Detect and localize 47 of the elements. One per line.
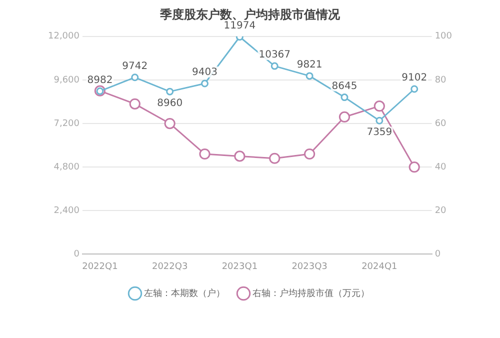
y-tick-label: 0 — [74, 250, 80, 260]
x-tick-label: 2022Q3 — [152, 262, 188, 272]
data-label: 11974 — [224, 20, 256, 32]
data-label: 8645 — [332, 80, 358, 92]
data-label: 10367 — [258, 50, 291, 61]
data-label: 9403 — [192, 67, 218, 78]
point — [306, 72, 314, 80]
point — [376, 116, 384, 124]
point — [410, 85, 418, 93]
y-tick-label: 9,600 — [54, 75, 80, 86]
y-tick-label: 4,800 — [54, 162, 80, 172]
point — [270, 62, 278, 70]
point — [338, 111, 350, 123]
data-label: 9742 — [122, 60, 148, 72]
chart-title: 季度股东户数、户均持股市值情况 — [159, 7, 341, 22]
point — [408, 162, 420, 173]
x-tick-label: 2023Q3 — [292, 262, 328, 272]
point — [164, 118, 176, 130]
legend-label: 左轴：本期数（户） — [144, 288, 225, 299]
y2-tick-label: 80 — [434, 75, 447, 86]
point — [304, 148, 316, 160]
y2-tick-label: 0 — [434, 250, 441, 260]
data-label: 7359 — [366, 127, 392, 138]
data-label: 9102 — [402, 72, 428, 84]
x-tick-label: 2022Q1 — [82, 262, 118, 272]
point — [199, 148, 210, 160]
data-label: 9821 — [296, 60, 322, 71]
y2-tick-label: 20 — [434, 206, 447, 216]
y2-tick-label: 100 — [434, 32, 452, 42]
y-tick-label: 12,000 — [48, 32, 80, 42]
legend-label: 右轴：户均持股市值（万元） — [252, 288, 370, 299]
x-tick-label: 2023Q1 — [222, 262, 258, 272]
point — [269, 152, 280, 164]
point — [234, 150, 246, 162]
y-tick-label: 7,200 — [54, 118, 80, 129]
point — [131, 74, 139, 82]
y-tick-label: 2,400 — [54, 206, 80, 216]
y2-tick-label: 40 — [434, 162, 447, 172]
y2-tick-label: 60 — [434, 118, 447, 129]
point — [129, 98, 140, 110]
x-tick-label: 2024Q1 — [362, 262, 398, 272]
point — [374, 100, 385, 112]
point — [201, 80, 209, 88]
data-label: 8960 — [157, 98, 183, 110]
data-label: 8982 — [87, 74, 113, 86]
point — [166, 88, 174, 96]
point — [340, 94, 348, 102]
